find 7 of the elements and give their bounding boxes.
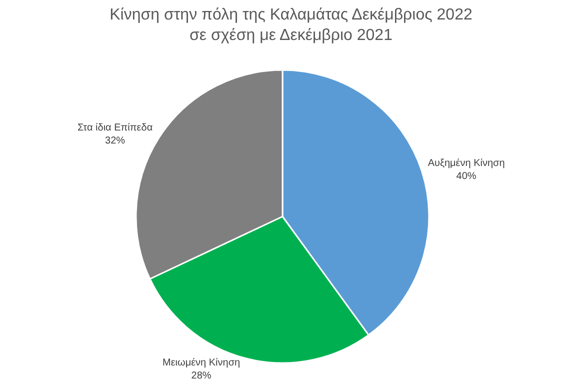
slice-label: Αυξημένη Κίνηση — [428, 158, 505, 170]
data-label: 40% — [456, 171, 476, 182]
slice-label: Στα ίδια Επίπεδα — [77, 122, 153, 134]
slice-label: Μειωμένη Κίνηση — [162, 358, 240, 369]
data-label: 28% — [191, 370, 212, 382]
data-label: 32% — [105, 136, 126, 147]
chart-title: Κίνηση στην πόλη της Καλαμάτας Δεκέμβριος 2022 σε σχέση με Δεκέμβριο 2021 — [110, 6, 472, 44]
